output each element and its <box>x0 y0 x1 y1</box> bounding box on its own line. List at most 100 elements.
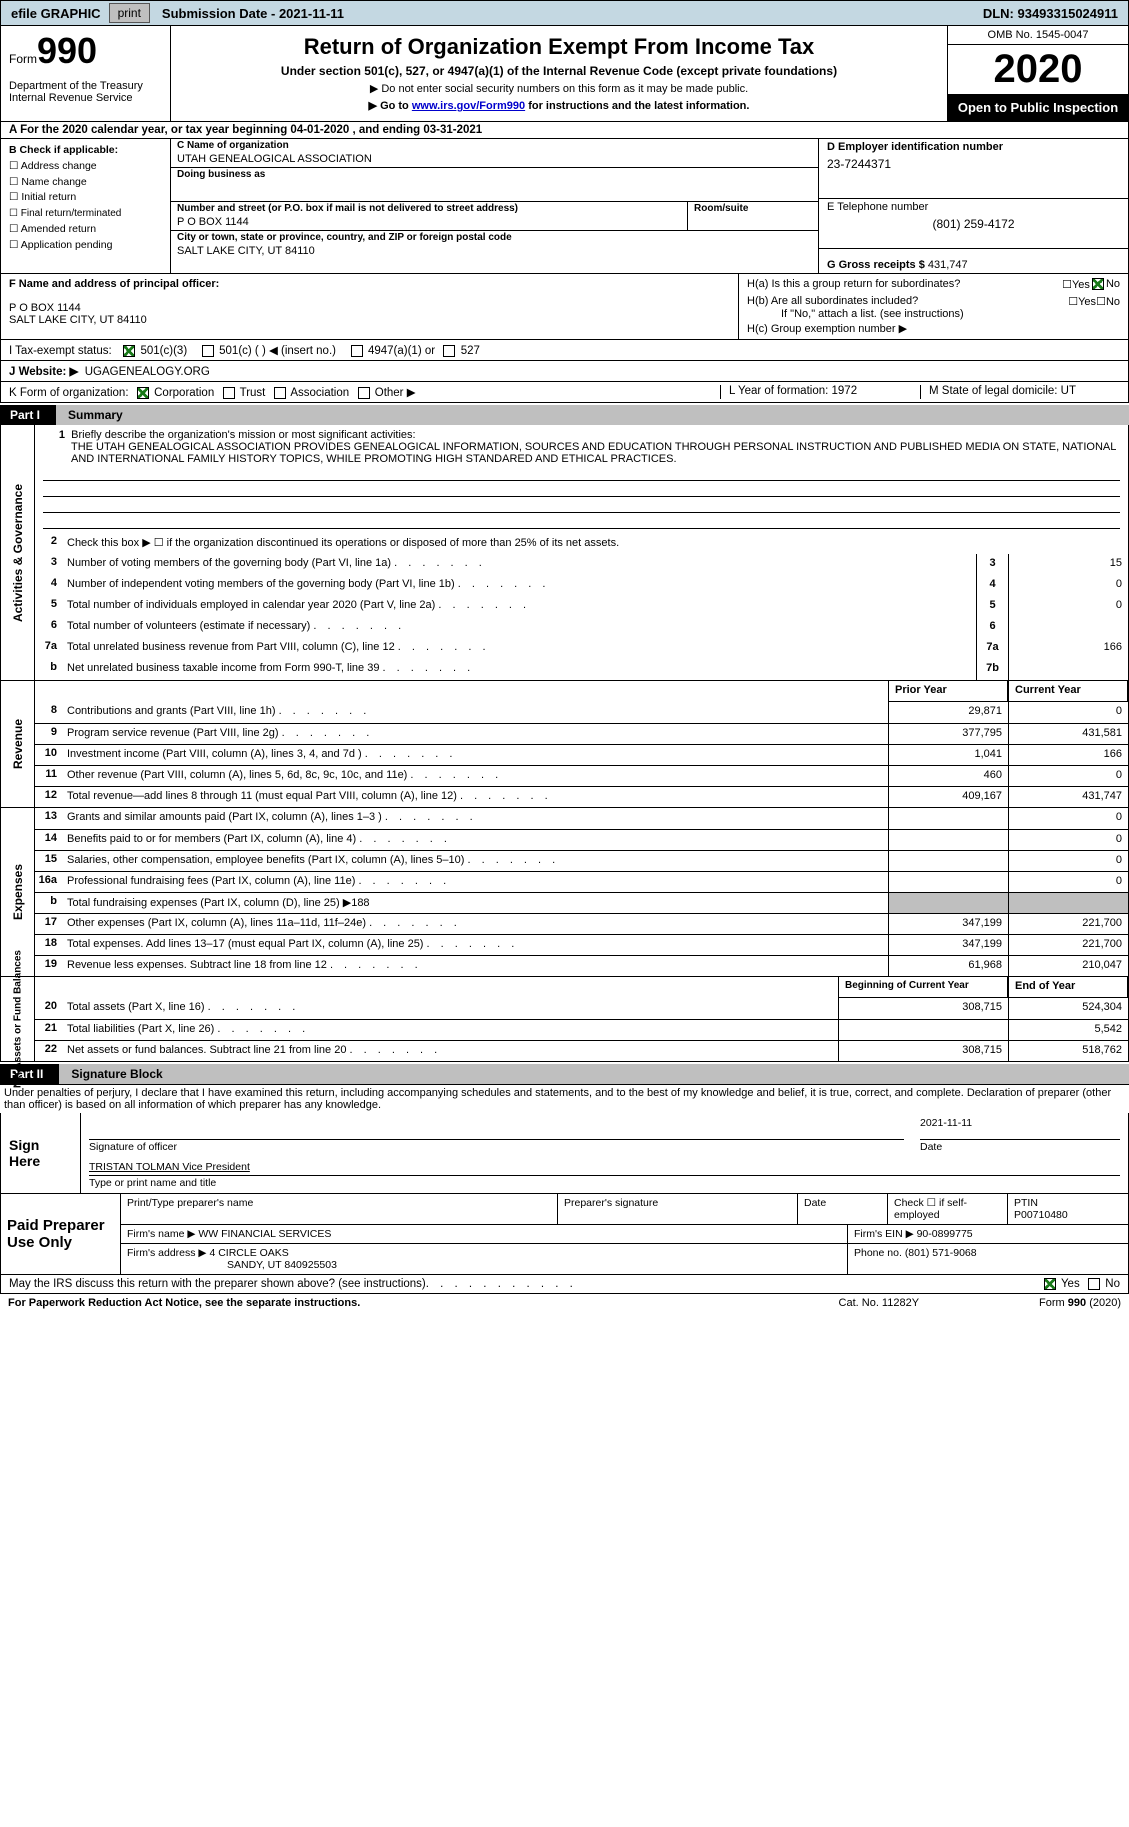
ein: 23-7244371 <box>827 153 1120 171</box>
ha-yes[interactable]: ☐Yes <box>1062 278 1090 291</box>
cy-val: 221,700 <box>1008 935 1128 955</box>
cy-val: 210,047 <box>1008 956 1128 976</box>
l-year: L Year of formation: 1972 <box>720 385 920 399</box>
k-corp-check[interactable] <box>137 387 149 399</box>
discuss-no-check[interactable] <box>1088 1278 1100 1290</box>
f-addr2: SALT LAKE CITY, UT 84110 <box>9 314 147 326</box>
paperwork-notice: For Paperwork Reduction Act Notice, see … <box>8 1297 360 1309</box>
firm-addr2: SANDY, UT 840925503 <box>127 1259 337 1271</box>
j-label: J Website: ▶ <box>9 366 78 378</box>
line-box: 3 <box>976 554 1008 575</box>
line-text: Total unrelated business revenue from Pa… <box>63 638 976 659</box>
hc-label: H(c) Group exemption number ▶ <box>747 322 1120 335</box>
line-klm: K Form of organization: Corporation Trus… <box>0 382 1129 403</box>
hb-no[interactable]: ☐No <box>1096 295 1120 308</box>
e-label: E Telephone number <box>827 201 928 213</box>
b-opt-0[interactable]: ☐ Address change <box>9 160 97 172</box>
b-opt-1[interactable]: ☐ Name change <box>9 176 87 188</box>
declaration: Under penalties of perjury, I declare th… <box>0 1084 1129 1113</box>
cy-header: Current Year <box>1008 681 1128 702</box>
line-text: Total assets (Part X, line 16) . . . . .… <box>63 998 838 1019</box>
line-val <box>1008 659 1128 680</box>
discuss-yes-check[interactable] <box>1044 1278 1056 1290</box>
sign-here-label: Sign Here <box>1 1113 81 1193</box>
b-opt-4[interactable]: ☐ Amended return <box>9 223 96 235</box>
b-opt-2[interactable]: ☐ Initial return <box>9 191 76 203</box>
side-governance: Activities & Governance <box>11 483 25 621</box>
part1-tag: Part I <box>0 405 56 425</box>
ha-no-check[interactable] <box>1092 278 1104 290</box>
line-text: Benefits paid to or for members (Part IX… <box>63 830 888 850</box>
i-501c-check[interactable] <box>202 345 214 357</box>
line-text: Other expenses (Part IX, column (A), lin… <box>63 914 888 934</box>
hb-yes[interactable]: ☐Yes <box>1068 295 1096 308</box>
by-val: 308,715 <box>838 1041 1008 1061</box>
topbar: efile GRAPHIC print Submission Date - 20… <box>0 0 1129 26</box>
line-text: Total revenue—add lines 8 through 11 (mu… <box>63 787 888 807</box>
line-text: Net assets or fund balances. Subtract li… <box>63 1041 838 1061</box>
print-button[interactable]: print <box>109 3 150 23</box>
i-501c3-check[interactable] <box>123 345 135 357</box>
part2-tag: Part II <box>0 1064 59 1084</box>
sig-officer-label: Signature of officer <box>89 1139 904 1153</box>
hb-note: If "No," attach a list. (see instruction… <box>747 308 1120 320</box>
line-text: Professional fundraising fees (Part IX, … <box>63 872 888 892</box>
prep-name-hdr: Print/Type preparer's name <box>121 1194 558 1224</box>
k-other-check[interactable] <box>358 387 370 399</box>
b-opt-3[interactable]: ☐ Final return/terminated <box>9 208 121 219</box>
i-527-check[interactable] <box>443 345 455 357</box>
tax-year: 2020 <box>948 45 1128 94</box>
c-dba-label: Doing business as <box>171 168 818 181</box>
line-text: Investment income (Part VIII, column (A)… <box>63 745 888 765</box>
dln: DLN: 93493315024911 <box>983 6 1126 21</box>
form-warning-2: ▶ Go to www.irs.gov/Form990 for instruct… <box>175 95 943 112</box>
b-opt-5[interactable]: ☐ Application pending <box>9 239 112 251</box>
line-text: Total liabilities (Part X, line 26) . . … <box>63 1020 838 1040</box>
self-employed[interactable]: Check ☐ if self-employed <box>888 1194 1008 1224</box>
prep-date-hdr: Date <box>798 1194 888 1224</box>
form-number: Form990 <box>9 30 162 72</box>
py-val <box>888 851 1008 871</box>
dba <box>171 181 818 184</box>
line-val: 0 <box>1008 575 1128 596</box>
footer: For Paperwork Reduction Act Notice, see … <box>0 1294 1129 1312</box>
part1-header: Part I Summary <box>0 405 1129 425</box>
line-val: 0 <box>1008 596 1128 617</box>
k-assoc-check[interactable] <box>274 387 286 399</box>
m-state: M State of legal domicile: UT <box>920 385 1120 399</box>
line-j: J Website: ▶ UGAGENEALOGY.ORG <box>0 361 1129 382</box>
section-deg: D Employer identification number23-72443… <box>818 139 1128 273</box>
c-street-label: Number and street (or P.O. box if mail i… <box>171 202 687 215</box>
ptin-label: PTIN <box>1014 1197 1038 1209</box>
line-val <box>1008 617 1128 638</box>
py-val <box>888 808 1008 829</box>
open-inspection: Open to Public Inspection <box>948 94 1128 121</box>
line-val: 166 <box>1008 638 1128 659</box>
py-val: 460 <box>888 766 1008 786</box>
py-header: Prior Year <box>888 681 1008 702</box>
part2-title: Signature Block <box>59 1064 1129 1084</box>
cy-val <box>1008 893 1128 913</box>
ha-label: H(a) Is this a group return for subordin… <box>747 278 1062 291</box>
line-text: Program service revenue (Part VIII, line… <box>63 724 888 744</box>
street: P O BOX 1144 <box>171 215 687 230</box>
paid-preparer-block: Paid Preparer Use Only Print/Type prepar… <box>0 1194 1129 1275</box>
mission-text: THE UTAH GENEALOGICAL ASSOCIATION PROVID… <box>43 441 1120 465</box>
officer-name: TRISTAN TOLMAN Vice President <box>89 1161 250 1173</box>
i-4947-check[interactable] <box>351 345 363 357</box>
by-val: 308,715 <box>838 998 1008 1019</box>
cat-no: Cat. No. 11282Y <box>839 1297 920 1309</box>
form-warning-1: ▶ Do not enter social security numbers o… <box>175 78 943 95</box>
cy-val: 0 <box>1008 830 1128 850</box>
line-box: 7a <box>976 638 1008 659</box>
sign-here-block: Sign Here Signature of officer 2021-11-1… <box>0 1113 1129 1194</box>
l1-label: Briefly describe the organization's miss… <box>71 429 415 441</box>
line-box: 5 <box>976 596 1008 617</box>
firm-addr1: 4 CIRCLE OAKS <box>209 1247 288 1259</box>
line-text: Revenue less expenses. Subtract line 18 … <box>63 956 888 976</box>
k-trust-check[interactable] <box>223 387 235 399</box>
form990-link[interactable]: www.irs.gov/Form990 <box>412 100 525 112</box>
city: SALT LAKE CITY, UT 84110 <box>171 244 818 259</box>
line-text: Net unrelated business taxable income fr… <box>63 659 976 680</box>
cy-val: 166 <box>1008 745 1128 765</box>
